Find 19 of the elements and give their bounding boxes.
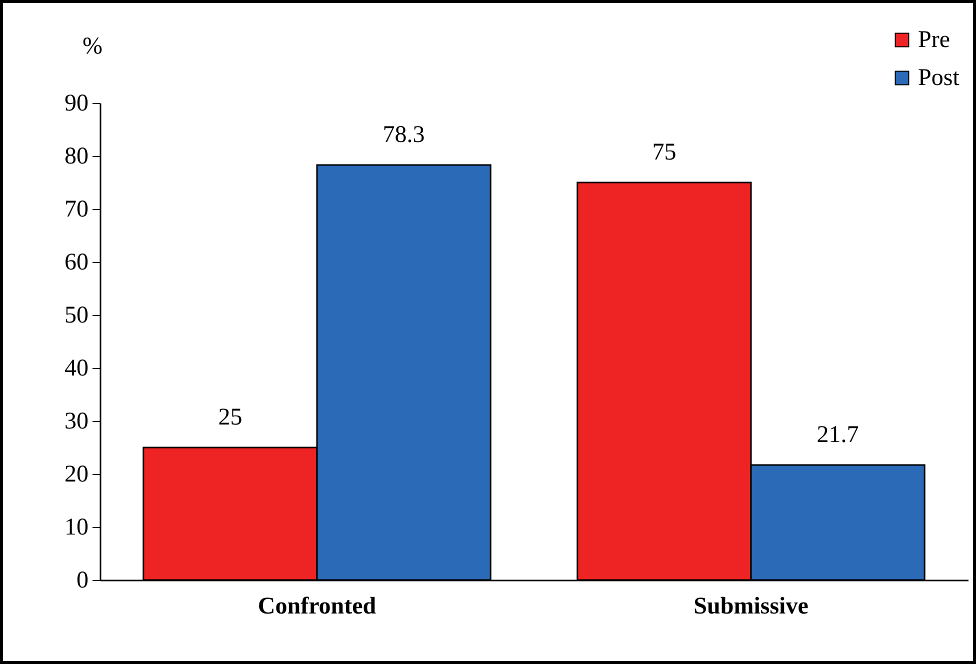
data-label: 78.3 [382,122,425,148]
x-tick-label: Submissive [694,594,809,620]
data-label: 75 [652,140,676,166]
y-tick-label: 60 [64,250,88,276]
y-tick-label: 30 [64,408,88,434]
data-label: 21.7 [816,422,859,448]
y-tick-label: 80 [64,144,88,170]
y-tick-label: 0 [76,568,88,594]
y-tick-label: 20 [64,462,88,488]
data-label: 25 [218,404,242,430]
y-tick-label: 40 [64,356,88,382]
legend-label: Pre [918,27,950,53]
x-tick-label: Confronted [258,594,377,620]
y-tick-label: 50 [64,302,88,328]
y-tick-label: 90 [64,90,88,116]
y-tick-label: 10 [64,514,88,540]
y-tick-label: 70 [64,196,88,222]
y-axis-title: % [82,34,102,60]
legend-label: Post [918,65,960,91]
